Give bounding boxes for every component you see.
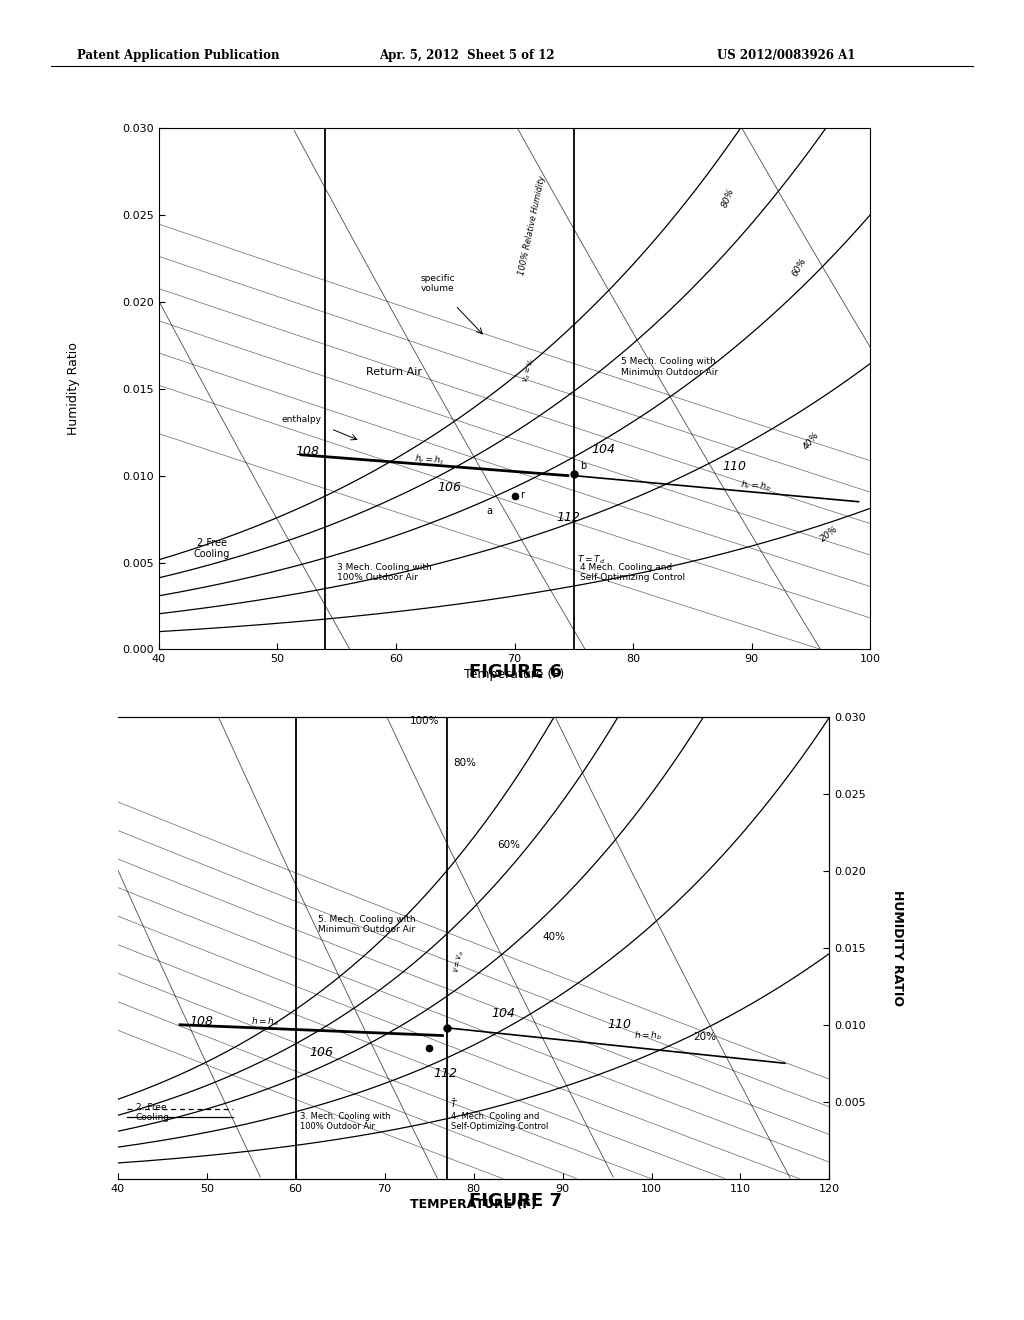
Text: $\bar{T}$: $\bar{T}$	[450, 1097, 458, 1110]
Text: $h=h_a$: $h=h_a$	[251, 1016, 280, 1028]
Text: 2 Free
Cooling: 2 Free Cooling	[194, 537, 230, 560]
Text: 104: 104	[592, 444, 615, 455]
Text: 110: 110	[722, 461, 746, 474]
Text: enthalpy: enthalpy	[281, 414, 322, 424]
Text: 20%: 20%	[693, 1032, 717, 1043]
Text: 4 Mech. Cooling and
Self-Optimizing Control: 4 Mech. Cooling and Self-Optimizing Cont…	[580, 562, 685, 582]
Text: 106: 106	[309, 1045, 333, 1059]
Text: 110: 110	[607, 1018, 631, 1031]
Text: Return Air: Return Air	[367, 367, 422, 376]
Text: 80%: 80%	[454, 758, 476, 768]
Y-axis label: HUMIDITY RATIO: HUMIDITY RATIO	[891, 890, 904, 1006]
Text: 104: 104	[492, 1007, 515, 1020]
Text: 2. Free
Cooling: 2. Free Cooling	[135, 1102, 170, 1122]
Text: 60%: 60%	[498, 840, 520, 850]
Text: $h_r=h_t$: $h_r=h_t$	[414, 453, 444, 467]
Text: $h=h_b$: $h=h_b$	[634, 1030, 662, 1041]
Text: 40%: 40%	[542, 932, 565, 942]
Text: 60%: 60%	[791, 256, 808, 277]
Text: 5 Mech. Cooling with
Minimum Outdoor Air: 5 Mech. Cooling with Minimum Outdoor Air	[622, 358, 719, 376]
Text: 100% Relative Humidity: 100% Relative Humidity	[517, 174, 547, 276]
Text: US 2012/0083926 A1: US 2012/0083926 A1	[717, 49, 855, 62]
Text: 40%: 40%	[801, 430, 821, 451]
Text: $v_o=v_r$: $v_o=v_r$	[520, 355, 538, 384]
Text: 112: 112	[433, 1067, 458, 1080]
Text: specific
volume: specific volume	[420, 273, 455, 293]
Y-axis label: Humidity Ratio: Humidity Ratio	[68, 342, 81, 436]
Text: Apr. 5, 2012  Sheet 5 of 12: Apr. 5, 2012 Sheet 5 of 12	[379, 49, 555, 62]
Text: $h_r=h_b$: $h_r=h_b$	[740, 478, 772, 494]
Text: 100%: 100%	[410, 717, 439, 726]
Text: 3. Mech. Cooling with
100% Outdoor Air: 3. Mech. Cooling with 100% Outdoor Air	[300, 1111, 390, 1131]
X-axis label: TEMPERATURE (F): TEMPERATURE (F)	[411, 1197, 537, 1210]
Text: 20%: 20%	[818, 524, 840, 544]
Text: 106: 106	[437, 482, 462, 494]
Text: 108: 108	[188, 1015, 213, 1028]
Text: $T=T_d$: $T=T_d$	[578, 553, 605, 566]
Text: FIGURE 7: FIGURE 7	[469, 1192, 561, 1210]
Text: 112: 112	[556, 511, 580, 524]
Text: b: b	[580, 461, 586, 471]
Text: Patent Application Publication: Patent Application Publication	[77, 49, 280, 62]
Text: 108: 108	[295, 445, 319, 458]
Text: 5. Mech. Cooling with
Minimum Outdoor Air: 5. Mech. Cooling with Minimum Outdoor Ai…	[317, 915, 416, 935]
Text: FIGURE 6: FIGURE 6	[469, 663, 561, 681]
Text: 3 Mech. Cooling with
100% Outdoor Air: 3 Mech. Cooling with 100% Outdoor Air	[337, 562, 431, 582]
Text: $v=v_o$: $v=v_o$	[452, 949, 467, 974]
X-axis label: Temperature (F): Temperature (F)	[465, 668, 564, 681]
Text: 4. Mech. Cooling and
Self-Optimizing Control: 4. Mech. Cooling and Self-Optimizing Con…	[452, 1111, 549, 1131]
Text: r: r	[520, 490, 524, 500]
Text: a: a	[486, 506, 493, 516]
Text: 80%: 80%	[720, 186, 736, 209]
